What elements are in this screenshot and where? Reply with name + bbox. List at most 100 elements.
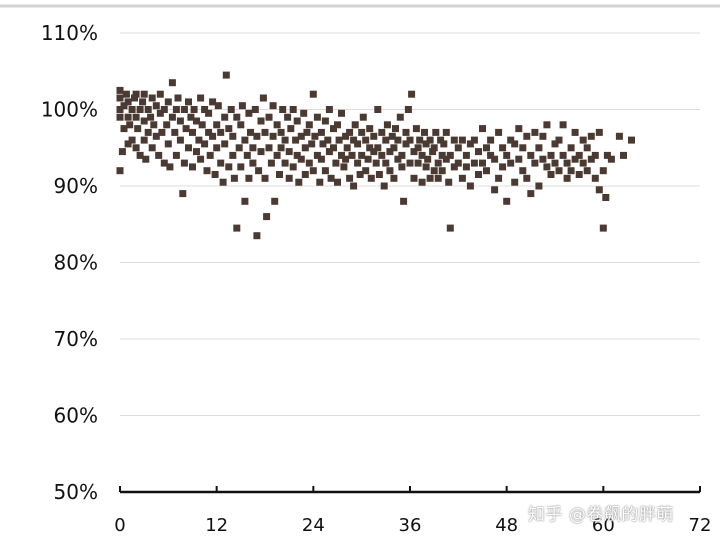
scatter-point (408, 90, 416, 98)
scatter-point (303, 128, 311, 136)
scatter-point (217, 159, 225, 167)
scatter-point (152, 102, 160, 110)
scatter-point (519, 144, 527, 152)
scatter-point (277, 144, 285, 152)
scatter-point (259, 94, 267, 102)
scatter-point (158, 128, 166, 136)
scatter-point (394, 136, 402, 144)
scatter-point (198, 121, 206, 129)
scatter-point (414, 159, 422, 167)
scatter-point (470, 159, 478, 167)
scatter-point (383, 121, 391, 129)
scatter-point (378, 151, 386, 159)
scatter-point (503, 197, 511, 205)
scatter-point (575, 171, 583, 178)
scatter-point (483, 144, 490, 152)
scatter-point (148, 94, 156, 102)
scatter-point (295, 178, 303, 186)
scatter-point (195, 136, 203, 144)
scatter-point (257, 117, 265, 125)
scatter-point (567, 167, 575, 175)
scatter-point (359, 113, 367, 121)
scatter-point (201, 140, 209, 148)
scatter-point (132, 144, 140, 152)
scatter-point (265, 113, 273, 121)
scatter-point (458, 136, 466, 144)
scatter-point (147, 113, 155, 121)
scatter-point (400, 197, 408, 205)
scatter-point (370, 148, 378, 156)
scatter-point (382, 159, 390, 167)
scatter-point (364, 155, 372, 163)
y-tick-label: 80% (54, 251, 98, 275)
scatter-point (132, 90, 140, 98)
y-axis-tick-labels: 50% 60% 70% 80% 90% 100% 110% (41, 21, 98, 504)
scatter-point (142, 155, 150, 163)
scatter-point (426, 174, 434, 182)
scatter-point (571, 128, 579, 136)
scatter-point (366, 125, 374, 133)
scatter-point (136, 151, 144, 159)
scatter-point (487, 151, 495, 159)
scatter-point (434, 159, 442, 167)
scatter-point (139, 98, 147, 106)
scatter-point (334, 178, 341, 186)
scatter-point (354, 140, 362, 148)
scatter-point (116, 167, 124, 175)
scatter-point (543, 163, 551, 171)
scatter-point (308, 140, 316, 148)
scatter-point (238, 102, 246, 110)
scatter-point (116, 94, 124, 102)
scatter-point (168, 113, 176, 121)
scatter-point (523, 174, 531, 182)
scatter-point (211, 171, 219, 178)
scatter-point (620, 151, 627, 159)
scatter-point (171, 128, 179, 136)
scatter-point (374, 106, 382, 113)
scatter-point (338, 151, 345, 159)
scatter-point (126, 121, 134, 129)
scatter-point (293, 151, 301, 159)
scatter-point (229, 151, 237, 159)
scatter-point (366, 144, 374, 152)
scatter-point (386, 167, 394, 175)
scatter-point (555, 136, 563, 144)
scatter-point (370, 132, 378, 140)
scatter-point (325, 106, 333, 113)
scatter-point (197, 94, 205, 102)
scatter-point (424, 155, 432, 163)
scatter-point (462, 151, 470, 159)
scatter-point (559, 151, 567, 159)
scatter-point (475, 171, 482, 178)
scatter-point (470, 136, 478, 144)
scatter-point (317, 128, 325, 136)
scatter-point (172, 106, 180, 113)
scatter-point (309, 90, 317, 98)
scatter-point (124, 140, 132, 148)
scatter-point (350, 182, 358, 190)
scatter-point (205, 109, 213, 117)
scatter-point (197, 155, 205, 163)
scatter-point (193, 117, 200, 125)
scatter-point (189, 128, 196, 136)
scatter-point (346, 128, 354, 136)
x-tick-label: 72 (689, 515, 712, 536)
scatter-point (124, 98, 132, 106)
scatter-point (164, 98, 172, 106)
scatter-point (132, 113, 140, 121)
scatter-point (243, 151, 251, 159)
scatter-point (571, 155, 579, 163)
scatter-point (317, 155, 325, 163)
scatter-point (313, 113, 321, 121)
scatter-point (491, 155, 499, 163)
scatter-point (358, 151, 366, 159)
scatter-point (205, 128, 213, 136)
scatter-point (305, 121, 313, 129)
scatter-point (382, 136, 390, 144)
scatter-point (446, 151, 454, 159)
scatter-point (416, 136, 424, 144)
scatter-point (615, 132, 623, 140)
scatter-point (374, 144, 382, 152)
scatter-point (342, 155, 350, 163)
scatter-point (446, 224, 454, 232)
